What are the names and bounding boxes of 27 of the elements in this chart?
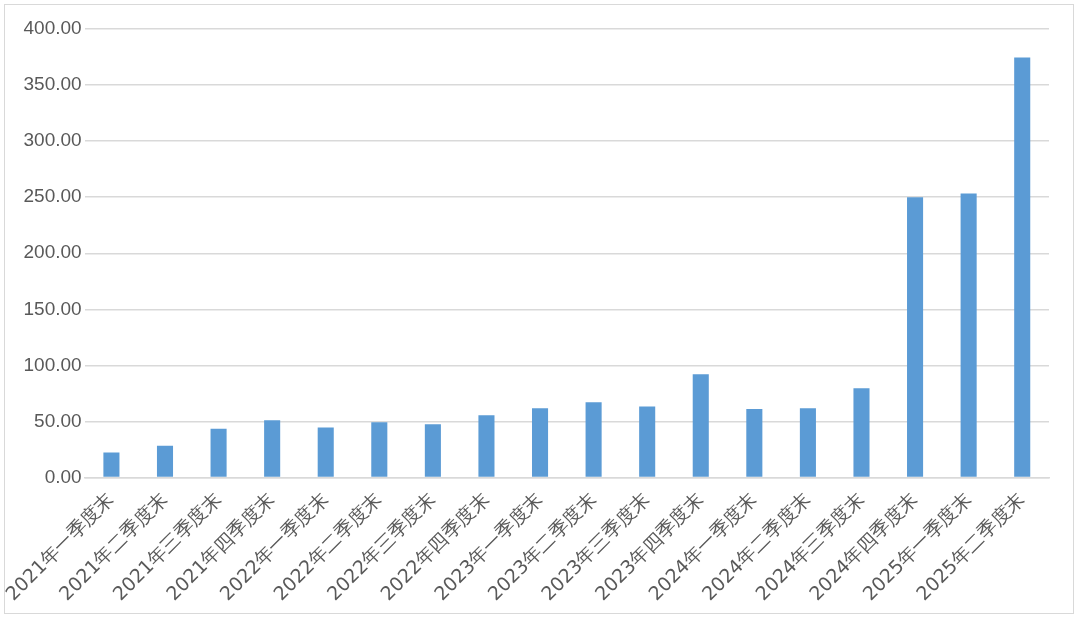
bar (210, 428, 227, 477)
bar (103, 452, 120, 477)
y-tick-label: 200.00 (23, 241, 82, 263)
y-tick-label: 400.00 (23, 17, 82, 39)
bar (1014, 57, 1031, 477)
bar (156, 445, 174, 477)
y-tick-label: 0.00 (44, 465, 82, 487)
bar (531, 408, 549, 477)
bar (317, 427, 334, 477)
bar (692, 374, 709, 477)
bar (907, 197, 924, 477)
y-tick-label: 100.00 (23, 353, 82, 375)
bar (639, 406, 656, 477)
y-tick-label: 250.00 (23, 185, 82, 207)
bar (746, 409, 763, 477)
bar (424, 424, 441, 477)
bar (853, 388, 870, 477)
bar (478, 415, 495, 477)
bar (960, 193, 977, 477)
bar (585, 402, 602, 477)
bar (264, 420, 281, 477)
y-tick-label: 150.00 (23, 297, 82, 319)
y-tick-label: 300.00 (23, 129, 82, 151)
bar (371, 422, 388, 477)
bar (799, 408, 816, 477)
y-tick-label: 350.00 (23, 73, 82, 95)
y-tick-label: 50.00 (34, 409, 82, 431)
